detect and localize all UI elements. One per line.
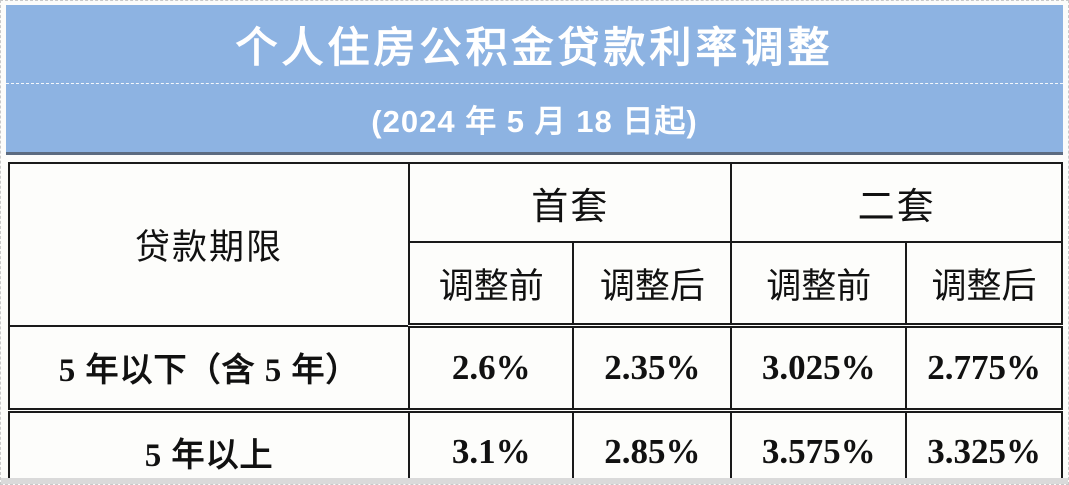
row-label-over-5-years: 5 年以上 <box>7 409 411 484</box>
rate-value: 3.1% <box>408 409 575 484</box>
group-header-first-home: 首套 <box>408 162 733 243</box>
title-banner: 个人住房公积金贷款利率调整 (2024 年 5 月 18 日起) <box>6 5 1063 155</box>
rate-value: 2.6% <box>408 324 575 413</box>
rate-value: 3.325% <box>905 409 1063 484</box>
rate-value: 2.35% <box>572 324 733 413</box>
subheader-first-before: 调整前 <box>408 241 575 328</box>
loan-rate-table: 贷款期限 首套 二套 调整前 调整后 调整前 调整后 5 年以下（含 5 年） … <box>7 162 1063 484</box>
effective-date-subtitle: (2024 年 5 月 18 日起) <box>6 83 1063 155</box>
table-row: 5 年以下（含 5 年） 2.6% 2.35% 3.025% 2.775% <box>7 324 1063 413</box>
subheader-first-after: 调整后 <box>572 241 733 328</box>
group-header-second-home: 二套 <box>730 162 1063 243</box>
page-title: 个人住房公积金贷款利率调整 <box>6 5 1063 83</box>
table-sub-header-row: 调整前 调整后 调整前 调整后 <box>9 241 1063 328</box>
row-label-under-5-years: 5 年以下（含 5 年） <box>7 324 411 413</box>
header-loan-term: 贷款期限 <box>7 162 411 327</box>
bottom-edge-strip <box>1 478 1068 484</box>
rate-value: 3.575% <box>730 409 908 484</box>
table-row: 5 年以上 3.1% 2.85% 3.575% 3.325% <box>7 409 1063 484</box>
subheader-second-before: 调整前 <box>730 241 908 328</box>
rate-value: 2.85% <box>572 409 733 484</box>
rate-value: 3.025% <box>730 324 908 413</box>
subheader-second-after: 调整后 <box>905 241 1063 328</box>
table-group-header-row: 贷款期限 首套 二套 <box>7 162 1063 327</box>
rate-value: 2.775% <box>905 324 1063 413</box>
